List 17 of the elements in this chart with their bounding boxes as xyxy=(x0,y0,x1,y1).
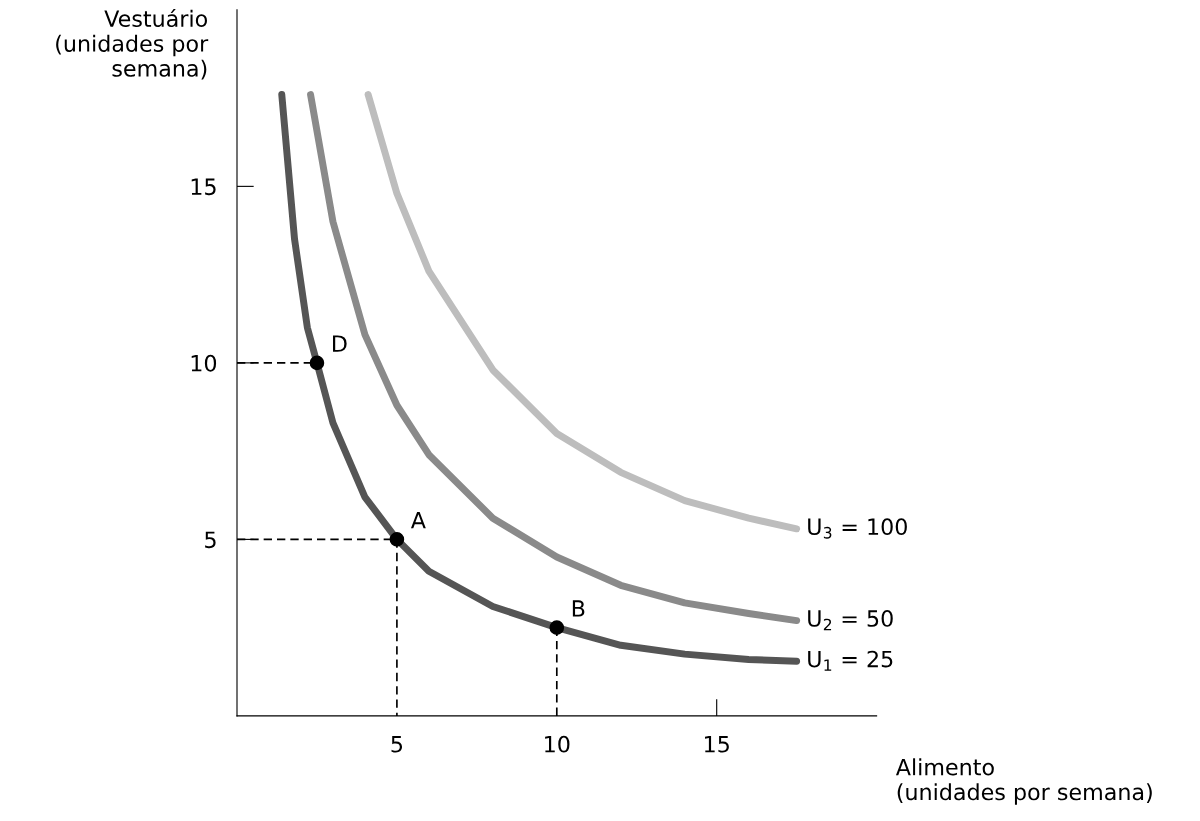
point xyxy=(309,355,325,371)
annotation: A xyxy=(410,512,426,529)
annotation: D xyxy=(333,335,347,352)
y-tick-label: 10 xyxy=(191,354,217,372)
series-label: U$_{3}$ = 100 xyxy=(808,518,907,539)
x-tick-label: 15 xyxy=(705,736,729,753)
x-tick-label: 10 xyxy=(545,735,570,753)
y-axis-title: Vestuário (unidades por semana) xyxy=(56,8,209,80)
y-tick-label: 15 xyxy=(191,178,216,196)
y-tick-label: 5 xyxy=(205,531,216,549)
annotation: B xyxy=(572,600,585,617)
point xyxy=(549,620,565,635)
x-tick-label: 5 xyxy=(391,736,403,753)
series-label: U$_{2}$ = 50 xyxy=(808,610,893,631)
series-label: U$_{1}$ = 25 xyxy=(808,650,893,671)
x-axis-title: Alimento (unidades por semana) xyxy=(895,758,1152,805)
point xyxy=(389,532,405,547)
